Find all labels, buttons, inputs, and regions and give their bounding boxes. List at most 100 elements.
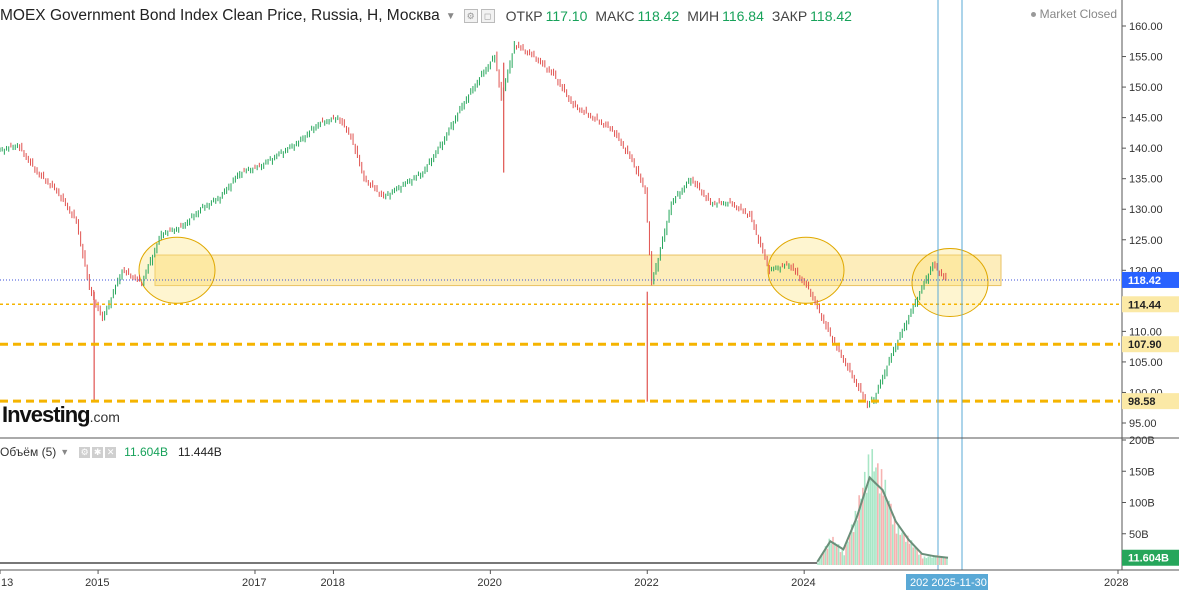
time-tick-label: 2015: [85, 577, 109, 589]
volume-bar-down: [899, 534, 902, 565]
ohlc-close: ЗАКР 118.42: [771, 8, 852, 24]
volume-bar-down: [919, 554, 922, 565]
volume-bar-up: [888, 500, 890, 565]
volume-bar-up: [824, 546, 827, 565]
volume-bar-down: [921, 558, 924, 565]
level-price-tag-bg: [1122, 296, 1179, 313]
volume-bar-down: [944, 558, 946, 565]
price-tick-label: 110.00: [1129, 326, 1162, 338]
volume-bar-up: [837, 544, 840, 565]
current-volume-tag-bg: [1122, 549, 1179, 566]
volume-bar-down: [886, 500, 888, 565]
time-cursor-tag: 202 2025-11-30: [910, 577, 987, 589]
volume-bar-up: [934, 556, 937, 565]
volume-bar-up: [914, 547, 916, 565]
chart-header: MOEX Government Bond Index Clean Price, …: [0, 6, 852, 26]
highlight-ellipse: [767, 236, 845, 304]
volume-bar-up: [929, 556, 931, 565]
volume-layer: [0, 449, 949, 565]
volume-tick-label: 50B: [1129, 529, 1149, 541]
volume-bar-up: [910, 540, 913, 565]
time-tick-label: 2017: [242, 577, 266, 589]
time-tick-label: 2022: [634, 577, 658, 589]
volume-bar-down: [893, 516, 896, 565]
volume-bar-down: [845, 544, 847, 565]
volume-bar-down: [822, 551, 825, 565]
volume-bar-up: [828, 538, 831, 565]
volume-tick-label: 200B: [1129, 435, 1155, 447]
volume-bar-down: [936, 555, 939, 565]
level-price-tag: 107.90: [1128, 339, 1162, 351]
volume-bar-up: [834, 542, 836, 565]
volume-bar-down: [877, 463, 879, 565]
volume-bar-up: [817, 562, 819, 565]
instrument-title[interactable]: MOEX Government Bond Index Clean Price, …: [0, 7, 440, 24]
price-tick-label: 125.00: [1129, 235, 1163, 247]
volume-bar-up: [925, 558, 928, 565]
volume-bar-up: [847, 541, 849, 565]
volume-bar-up: [927, 556, 930, 565]
chevron-down-icon[interactable]: ▼: [445, 10, 456, 22]
volume-indicator-name[interactable]: Объём (5): [0, 445, 57, 459]
volume-bar-down: [903, 532, 905, 565]
price-tick-label: 145.00: [1129, 113, 1163, 125]
price-tick-label: 95.00: [1129, 418, 1157, 430]
volume-bar-down: [916, 549, 918, 565]
status-dot-icon: [1030, 12, 1036, 18]
volume-bar-up: [897, 525, 900, 565]
hide-icon[interactable]: ◻: [480, 9, 495, 23]
close-icon[interactable]: ✕: [105, 446, 117, 458]
volume-bar-up: [918, 554, 920, 565]
volume-bar-down: [906, 535, 909, 565]
volume-bar-up: [843, 555, 846, 565]
price-series-layer: [0, 41, 947, 409]
investing-logo: Investing.com: [2, 402, 120, 427]
volume-bar-down: [940, 556, 943, 565]
time-tick-label: 13: [1, 577, 13, 589]
volume-tick-label: 100B: [1129, 498, 1155, 510]
volume-bar-up: [873, 471, 875, 565]
volume-bar-down: [832, 536, 834, 565]
volume-value: 11.604B: [124, 445, 168, 459]
settings-icon[interactable]: ⚙: [79, 446, 91, 458]
volume-bar-up: [875, 467, 877, 565]
chevron-down-icon[interactable]: ▼: [60, 447, 70, 457]
level-price-tag-bg: [1122, 393, 1179, 410]
volume-bar-up: [865, 492, 868, 565]
axis-tags-layer: 118.42 114.44 107.90 98.58 11.604B 202 2025-1…: [906, 271, 1179, 590]
volume-bar-up: [923, 556, 926, 565]
time-cursor-tag-bg: [906, 574, 988, 590]
current-price-tag-bg: [1122, 271, 1179, 288]
volume-bar-up: [869, 476, 872, 565]
volume-bar-up: [946, 556, 948, 565]
volume-bar-up: [933, 554, 935, 565]
volume-bar-up: [850, 524, 853, 565]
volume-bar-down: [882, 495, 885, 565]
price-tick-label: 160.00: [1129, 21, 1163, 33]
volume-bar-up: [830, 543, 832, 565]
volume-bar-down: [862, 487, 864, 565]
volume-bar-down: [826, 548, 829, 565]
gear-icon[interactable]: ✱: [92, 446, 104, 458]
volume-bar-up: [860, 498, 862, 565]
volume-tick-label: 150B: [1129, 466, 1155, 478]
time-tick-label: 2020: [477, 577, 501, 589]
volume-bar-up: [871, 449, 874, 565]
price-zone-layer: [138, 236, 1002, 318]
price-tick-label: 135.00: [1129, 174, 1163, 186]
volume-bar-up: [841, 549, 844, 565]
price-tick-label: 140.00: [1129, 143, 1163, 155]
volume-bar-up: [820, 555, 823, 565]
level-price-tag: 98.58: [1128, 396, 1156, 408]
price-tick-label: 155.00: [1129, 52, 1163, 64]
volume-bar-down: [858, 495, 860, 565]
level-price-tag: 114.44: [1128, 299, 1162, 311]
volume-bar-down: [880, 469, 883, 565]
settings-icon[interactable]: ⚙: [463, 9, 478, 23]
price-tick-label: 130.00: [1129, 204, 1163, 216]
volume-bar-down: [890, 503, 892, 565]
volume-bar-up: [867, 454, 870, 565]
volume-bar-up: [884, 479, 887, 565]
